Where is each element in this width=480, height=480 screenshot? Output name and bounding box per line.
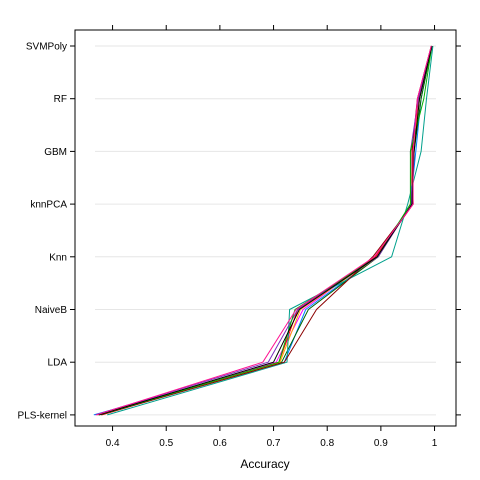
y-category-label: RF (54, 94, 67, 105)
series-line-7 (100, 45, 432, 416)
grid-lines (95, 45, 436, 416)
x-axis: 0.4 0.5 0.6 0.7 0.8 0.9 1 (106, 25, 438, 449)
y-axis: PLS-kernel LDA NaiveB Knn knnPCA GBM RF SVMPoly (18, 42, 461, 421)
series-line-8 (95, 45, 433, 416)
x-tick-label: 1 (432, 438, 438, 449)
series-line-11 (96, 45, 432, 416)
series-line-1 (93, 45, 433, 416)
series-line-10 (98, 45, 433, 416)
x-tick-label: 0.6 (213, 438, 227, 449)
y-category-label: GBM (44, 147, 67, 158)
y-category-label: Knn (49, 252, 67, 263)
series-lines (93, 45, 434, 416)
x-tick-label: 0.8 (320, 438, 334, 449)
x-tick-label: 0.9 (374, 438, 388, 449)
x-axis-title: Accuracy (240, 457, 289, 471)
y-category-label: knnPCA (30, 200, 67, 211)
series-line-6 (107, 45, 434, 416)
y-category-label: PLS-kernel (18, 410, 67, 421)
x-tick-label: 0.4 (106, 438, 120, 449)
series-line-9 (98, 45, 433, 416)
y-category-label: NaiveB (35, 305, 68, 316)
x-tick-label: 0.5 (159, 438, 173, 449)
plot-panel-border (74, 29, 457, 427)
x-tick-label: 0.7 (267, 438, 281, 449)
y-category-label: SVMPoly (26, 42, 67, 53)
y-category-label: LDA (48, 358, 68, 369)
series-line-4 (101, 45, 432, 416)
series-line-3 (98, 45, 433, 416)
